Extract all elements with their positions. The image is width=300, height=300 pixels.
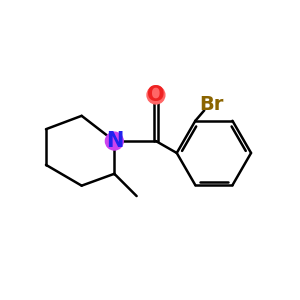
Text: N: N [106, 131, 123, 151]
Text: O: O [147, 85, 165, 105]
Circle shape [147, 86, 165, 104]
Circle shape [105, 132, 123, 150]
Text: Br: Br [200, 95, 224, 114]
